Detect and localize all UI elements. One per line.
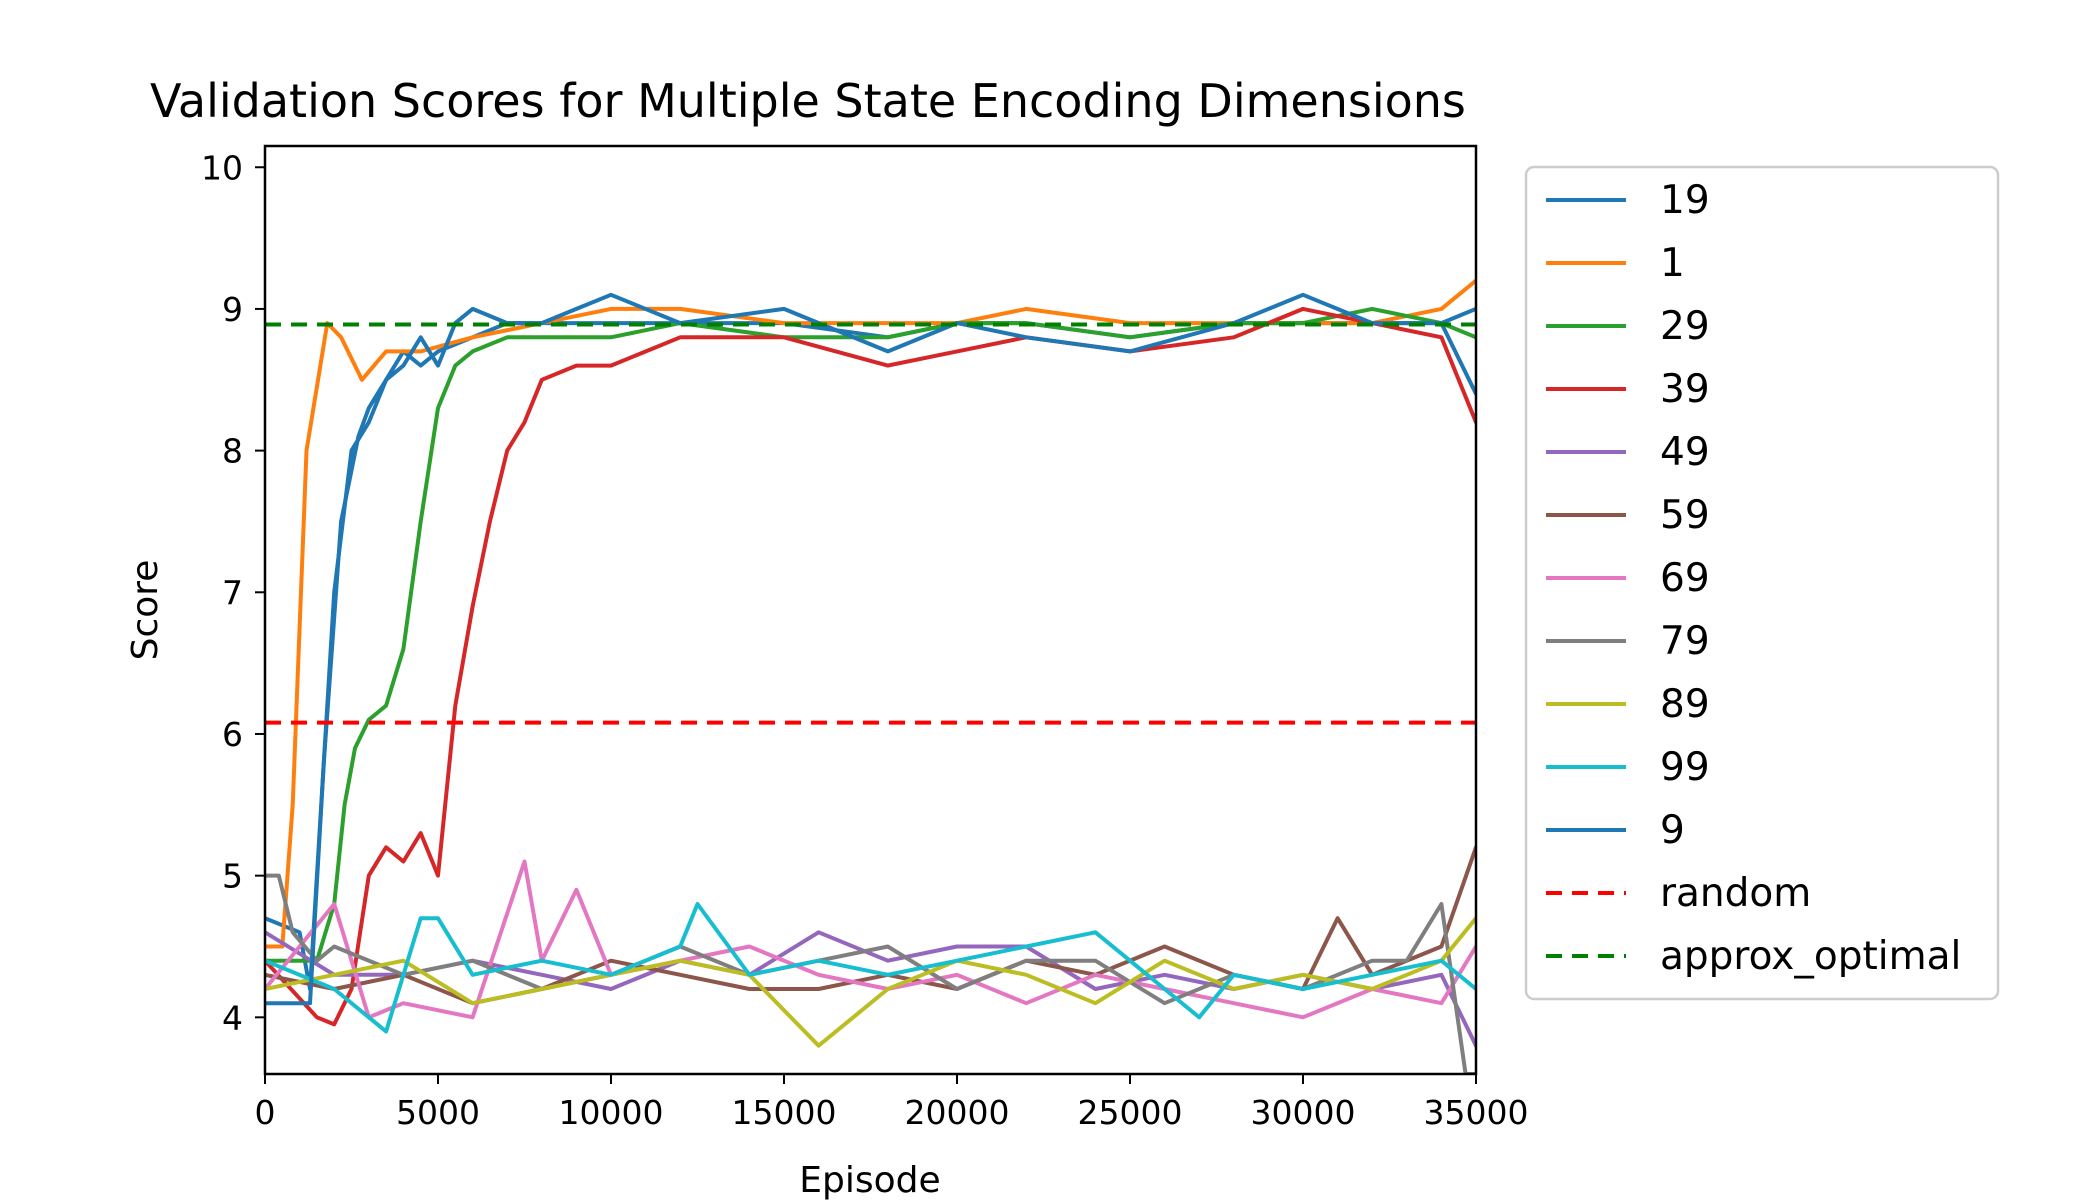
y-tick-label: 7 xyxy=(222,573,243,612)
legend-label: 99 xyxy=(1660,745,1710,790)
y-tick-label: 6 xyxy=(222,715,243,754)
y-axis-label: Score xyxy=(125,560,166,661)
legend-label: 49 xyxy=(1660,430,1710,475)
legend-label: 19 xyxy=(1660,178,1710,223)
x-tick-label: 15000 xyxy=(732,1093,837,1132)
x-tick-label: 25000 xyxy=(1078,1093,1183,1132)
series-line-89 xyxy=(265,916,1476,1048)
y-tick-label: 5 xyxy=(222,857,243,896)
y-tick-label: 4 xyxy=(222,998,243,1037)
x-tick-label: 30000 xyxy=(1251,1093,1356,1132)
chart-title: Validation Scores for Multiple State Enc… xyxy=(150,74,1466,128)
series-line-59 xyxy=(265,845,1476,1006)
legend-label: 9 xyxy=(1660,808,1685,853)
series-line-1 xyxy=(265,278,1476,949)
legend-label: 1 xyxy=(1660,241,1685,286)
plot-area xyxy=(265,278,1476,1074)
x-axis-ticks: 0 5000 10000 15000 20000 25000 30000 35000 xyxy=(255,1074,1529,1132)
series-line-39 xyxy=(265,306,1476,1027)
legend-label: approx_optimal xyxy=(1660,934,1961,979)
series-line-29 xyxy=(265,306,1476,963)
x-tick-label: 10000 xyxy=(559,1093,664,1132)
legend-label: 89 xyxy=(1660,682,1710,727)
series-line-99 xyxy=(265,902,1476,1034)
legend-label: 39 xyxy=(1660,367,1710,412)
legend-box xyxy=(1524,165,2000,1001)
series-line-69 xyxy=(265,859,1476,1020)
series-line-9 xyxy=(265,292,1476,1006)
y-tick-label: 9 xyxy=(222,290,243,329)
series-line-79 xyxy=(265,873,1476,1074)
legend-label: 79 xyxy=(1660,619,1710,664)
y-axis-ticks: 4 5 6 7 8 9 10 xyxy=(201,148,265,1037)
x-tick-label: 5000 xyxy=(396,1093,480,1132)
plot-frame xyxy=(263,144,1478,1076)
y-tick-label: 8 xyxy=(222,432,243,471)
x-tick-label: 35000 xyxy=(1424,1093,1529,1132)
legend-label: 29 xyxy=(1660,304,1710,349)
legend-label: random xyxy=(1660,871,1811,916)
x-axis-label: Episode xyxy=(799,1160,940,1200)
series-line-19 xyxy=(265,321,1476,991)
legend-label: 69 xyxy=(1660,556,1710,601)
x-tick-label: 0 xyxy=(255,1093,276,1132)
y-tick-label: 10 xyxy=(201,148,243,187)
x-tick-label: 20000 xyxy=(905,1093,1010,1132)
legend-label: 59 xyxy=(1660,493,1710,538)
